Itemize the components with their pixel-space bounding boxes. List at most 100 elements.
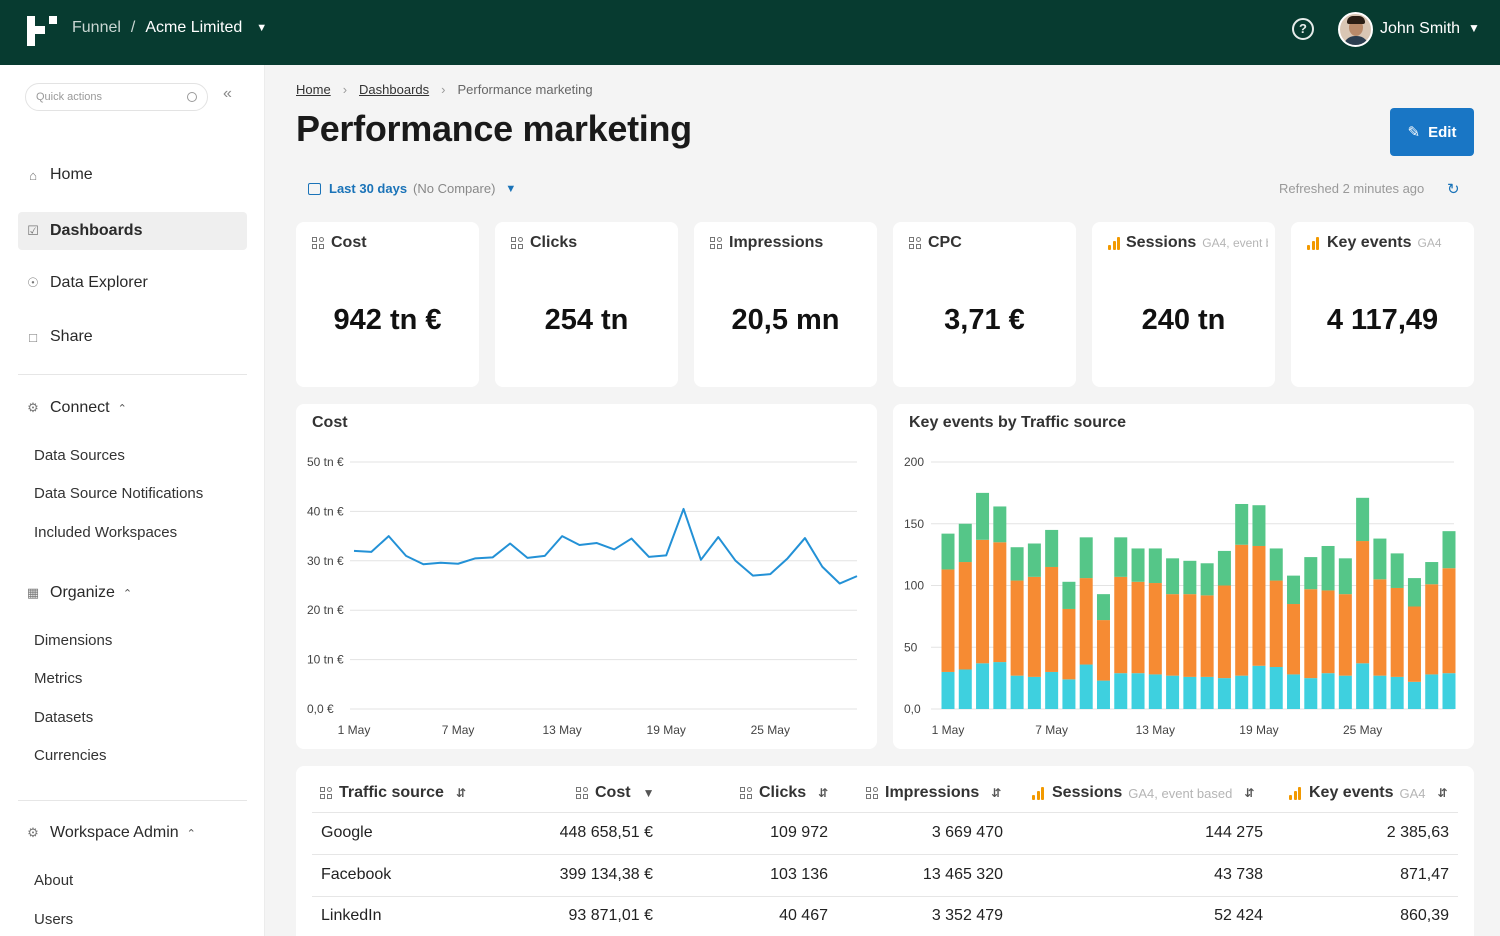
column-label: Impressions [885,784,980,801]
kpi-card-sessions[interactable]: Sessions GA4, event based 240 tn [1092,222,1275,387]
refreshed-status: Refreshed 2 minutes ago [1279,181,1425,196]
sidebar-item-share[interactable]: □ Share [18,318,247,356]
column-label: Clicks [759,784,807,801]
key-events-bar-chart-svg: 0,0 50 100 150 200 1 May 7 May 13 May 19 May 25 M… [904,455,1456,737]
bar-segment [1321,590,1335,674]
sidebar-item-dashboards[interactable]: ☑ Dashboards [18,212,247,250]
column-header-traffic-source[interactable]: Traffic source ⇵ [320,784,466,802]
sort-desc-icon[interactable]: ▼ [642,786,655,800]
sidebar-item-about[interactable]: About [34,872,74,889]
table-cell: 399 134,38 € [559,866,653,883]
chevron-down-icon[interactable]: ▼ [1468,21,1480,35]
x-tick-label: 1 May [932,723,965,737]
sidebar-item-data-explorer[interactable]: ☉ Data Explorer [27,274,148,291]
sidebar-section-organize[interactable]: ▦ Organize ⌃ [26,584,133,601]
bar-segment [1425,562,1439,585]
bar-segment [1407,578,1421,607]
sidebar-item-data-source-notifications[interactable]: Data Source Notifications [34,485,204,502]
breadcrumb-home[interactable]: Home [296,82,331,97]
column-header-cost[interactable]: Cost ▼ [576,784,654,802]
edit-button[interactable]: ✎ Edit [1390,108,1474,156]
bar-segment [1045,671,1059,709]
crumb-separator: / [130,19,136,36]
kpi-source-note: GA4 [1417,236,1442,250]
bar-segment [1079,578,1093,665]
collapse-sidebar-icon[interactable]: « [223,85,232,102]
column-label: Key events [1309,784,1394,801]
table-cell: 103 136 [770,866,828,883]
bar-segment [1027,543,1041,577]
kpi-card-key-events[interactable]: Key events GA4 4 117,49 [1291,222,1474,387]
y-tick-label: 30 tn € [307,554,344,568]
table-row-label[interactable]: LinkedIn [321,907,382,924]
ga4-icon [1032,786,1046,800]
quick-actions-input[interactable]: Quick actions [25,83,208,111]
bar-segment [976,539,990,664]
sort-icon[interactable]: ⇵ [1244,786,1255,800]
traffic-source-table: Traffic source ⇵ Cost ▼ Clicks ⇵ Impressions ⇵ S… [296,766,1474,936]
refresh-icon[interactable]: ↻ [1447,181,1460,198]
bar-segment [1304,678,1318,709]
bar-segment [1131,673,1145,709]
table-row-label[interactable]: Google [321,824,373,841]
x-tick-label: 7 May [1035,723,1068,737]
avatar[interactable] [1338,12,1373,47]
help-icon[interactable]: ? [1292,18,1314,40]
sidebar-item-datasets[interactable]: Datasets [34,709,94,726]
column-header-key-events[interactable]: Key events GA4 ⇵ [1289,784,1448,802]
sidebar-item-currencies[interactable]: Currencies [34,747,107,764]
dashboard-icon: ☑ [27,223,39,238]
kpi-card-impressions[interactable]: Impressions 20,5 mn [694,222,877,387]
column-header-impressions[interactable]: Impressions ⇵ [866,784,1001,802]
sidebar-item-home[interactable]: ⌂ Home [18,156,247,194]
pencil-icon: ✎ [1407,124,1421,141]
kpi-card-cpc[interactable]: CPC 3,71 € [893,222,1076,387]
sort-icon[interactable]: ⇵ [455,786,466,800]
table-cell: 13 465 320 [922,866,1003,883]
chevron-up-icon: ⌃ [186,827,196,840]
user-name[interactable]: John Smith [1380,20,1461,37]
bar-segment [1200,563,1214,596]
sidebar-item-included-workspaces[interactable]: Included Workspaces [34,524,178,541]
sidebar-item-dimensions[interactable]: Dimensions [34,632,113,649]
breadcrumb-dashboards[interactable]: Dashboards [359,82,430,97]
bar-segment [1217,678,1231,709]
bar-segment [1356,663,1370,709]
cost-line-chart: 0,0 € 10 tn € 20 tn € 30 tn € 40 tn € 50 tn €… [296,404,877,749]
bar-segment [1096,680,1110,709]
column-header-clicks[interactable]: Clicks ⇵ [740,784,828,802]
kpi-card-cost[interactable]: Cost 942 tn € [296,222,479,387]
y-tick-label: 20 tn € [307,603,344,617]
y-tick-label: 40 tn € [307,504,344,518]
bar-segment [1096,594,1110,621]
sort-icon[interactable]: ⇵ [818,786,829,800]
search-icon [187,92,197,102]
sidebar-section-workspace-admin[interactable]: ⚙ Workspace Admin ⌃ [27,824,196,841]
date-range-picker[interactable]: Last 30 days (No Compare) ▼ [308,181,516,196]
metric-icon [740,786,753,800]
bar-segment [1442,531,1456,569]
bar-segment [1442,673,1456,709]
bar-segment [1425,584,1439,675]
bar-segment [1010,675,1024,709]
kpi-label: Cost [312,234,472,252]
ga4-icon [1289,786,1303,800]
bar-segment [1235,503,1249,545]
kpi-label-text: CPC [928,234,962,251]
breadcrumb-current: Performance marketing [457,82,593,97]
sort-icon[interactable]: ⇵ [1437,786,1448,800]
workspace-name: Acme Limited [145,19,243,36]
sort-icon[interactable]: ⇵ [991,786,1002,800]
kpi-value: 20,5 mn [731,304,840,336]
metric-icon [320,786,333,800]
sidebar-item-metrics[interactable]: Metrics [34,670,83,687]
sidebar-section-connect[interactable]: ⚙ Connect ⌃ [27,399,127,416]
kpi-card-clicks[interactable]: Clicks 254 tn [495,222,678,387]
workspace-switcher[interactable]: Funnel / Acme Limited ▼ [72,19,267,37]
sidebar-item-data-sources[interactable]: Data Sources [34,447,125,464]
y-tick-label: 150 [904,517,924,531]
column-header-sessions[interactable]: Sessions GA4, event based ⇵ [1032,784,1254,802]
table-row-label[interactable]: Facebook [321,866,392,883]
sidebar-item-users[interactable]: Users [34,911,74,928]
funnel-logo[interactable] [27,16,59,46]
